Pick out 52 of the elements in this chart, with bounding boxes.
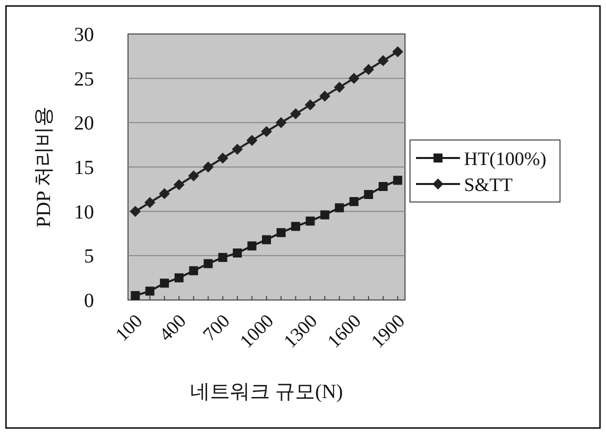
y-tick-label: 15: [74, 157, 94, 179]
point: [174, 273, 184, 282]
x-tick-label: 100: [112, 310, 147, 346]
y-tick-label: 30: [74, 24, 94, 46]
point: [320, 210, 330, 220]
y-tick-label: 0: [84, 290, 94, 312]
point: [261, 126, 272, 138]
point: [188, 170, 200, 182]
point: [160, 278, 169, 288]
x-tick-label: 700: [199, 310, 234, 346]
point: [393, 176, 402, 185]
point: [291, 222, 300, 231]
point: [290, 108, 302, 120]
point: [174, 179, 185, 190]
point: [145, 286, 154, 296]
point: [363, 64, 374, 75]
point: [364, 190, 374, 199]
x-tick-label: 400: [156, 310, 191, 346]
point: [319, 90, 330, 102]
point: [232, 248, 242, 258]
y-tick-label: 10: [74, 201, 94, 224]
point: [378, 55, 389, 66]
point: [334, 82, 345, 93]
point: [144, 196, 156, 208]
point: [304, 99, 316, 110]
point: [158, 188, 170, 200]
point: [378, 182, 388, 192]
legend-label: HT(100%): [464, 149, 546, 170]
point: [130, 206, 141, 217]
point: [246, 134, 258, 146]
y-tick-label: 5: [84, 246, 94, 268]
point: [204, 259, 213, 268]
point: [348, 72, 360, 84]
point: [217, 152, 228, 164]
point: [334, 203, 344, 212]
point: [276, 117, 287, 128]
point: [392, 46, 404, 58]
x-axis-title: 네트워크 규모(N): [190, 381, 343, 403]
point: [130, 291, 140, 300]
point: [349, 197, 358, 206]
point: [247, 241, 256, 250]
legend-label: S&TT: [464, 175, 513, 196]
y-tick-label: 25: [74, 68, 94, 90]
point: [202, 162, 214, 172]
point: [189, 266, 198, 276]
y-axis-title: PDP 처리비용: [33, 106, 55, 228]
point: [232, 144, 243, 155]
point: [276, 228, 286, 238]
point: [262, 235, 271, 244]
point: [218, 252, 228, 262]
point: [306, 216, 315, 226]
y-tick-label: 20: [74, 112, 94, 135]
